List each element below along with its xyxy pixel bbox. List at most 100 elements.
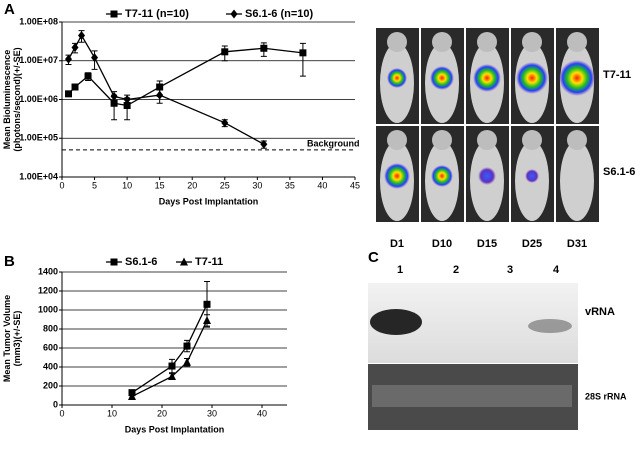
signal (430, 66, 454, 90)
marker (156, 90, 164, 100)
legend-label: S6.1-6 (n=10) (245, 8, 314, 20)
y-tick-label: 200 (43, 380, 58, 390)
mouse-head (387, 32, 407, 52)
y-axis-label-line: Mean Tumor Volume (2, 295, 12, 382)
y-tick-label: 1000 (38, 304, 58, 314)
legend-marker (230, 9, 238, 19)
y-tick-label: 1.00E+05 (19, 133, 58, 143)
marker (260, 139, 268, 149)
x-tick-label: 30 (207, 408, 217, 418)
y-tick-label: 400 (43, 361, 58, 371)
marker (221, 48, 229, 56)
x-tick-label: 20 (157, 408, 167, 418)
marker (203, 315, 211, 324)
mouse-head (432, 130, 452, 150)
marker (84, 72, 92, 80)
y-tick-label: 1200 (38, 285, 58, 295)
x-tick-label: 30 (252, 180, 262, 190)
y-tick-label: 1.00E+07 (19, 55, 58, 65)
series-line (67, 34, 265, 145)
day-label: D31 (567, 238, 587, 250)
x-tick-label: 40 (257, 408, 267, 418)
y-tick-label: 1.00E+08 (19, 16, 58, 26)
legend-marker (110, 10, 118, 18)
marker (299, 49, 307, 57)
marker (128, 391, 136, 400)
x-axis-label: Days Post Implantation (125, 424, 225, 434)
day-label: D10 (432, 238, 452, 250)
x-tick-label: 35 (285, 180, 295, 190)
signal (478, 167, 496, 185)
legend-marker (180, 257, 188, 266)
gel-image (368, 283, 578, 430)
imaging-panel (374, 26, 600, 226)
marker (260, 44, 268, 52)
band-label: 28S rRNA (585, 391, 627, 401)
marker (65, 90, 73, 98)
signal (516, 62, 548, 94)
day-label: D25 (522, 238, 542, 250)
x-tick-label: 10 (107, 408, 117, 418)
lane-label: 2 (453, 264, 459, 276)
y-axis-label: Mean Tumor Volume(mm3)(+/-SE) (2, 295, 22, 382)
marker (168, 372, 176, 380)
legend-label: S6.1-6 (125, 256, 157, 268)
marker (110, 91, 118, 101)
x-tick-label: 45 (350, 180, 360, 190)
mouse-head (522, 32, 542, 52)
signal (473, 64, 501, 92)
x-tick-label: 40 (317, 180, 327, 190)
y-axis-label-line: (mm3)(+/-SE) (12, 311, 22, 367)
marker (183, 342, 191, 350)
series-line (131, 304, 208, 394)
signal (525, 169, 539, 183)
y-axis-label-line: Mean Bioluminescence (2, 50, 12, 150)
gel-band (370, 309, 422, 335)
x-tick-label: 25 (220, 180, 230, 190)
marker (183, 357, 191, 366)
lane-label: 4 (553, 264, 560, 276)
day-label: D1 (390, 238, 404, 250)
y-tick-label: 1.00E+04 (19, 171, 58, 181)
gel-band (372, 385, 572, 407)
y-tick-label: 1400 (38, 266, 58, 276)
x-tick-label: 20 (187, 180, 197, 190)
mouse-head (567, 32, 587, 52)
y-tick-label: 0 (53, 399, 58, 409)
series-line (131, 320, 208, 398)
x-tick-label: 0 (59, 408, 64, 418)
signal (387, 68, 407, 88)
signal (431, 165, 453, 187)
mouse-head (522, 130, 542, 150)
row-label: T7-11 (603, 69, 631, 81)
panel-label: A (4, 1, 15, 18)
marker (78, 30, 86, 40)
band-label: vRNA (585, 306, 615, 318)
y-tick-label: 1.00E+06 (19, 94, 58, 104)
marker (71, 42, 79, 52)
y-tick-label: 800 (43, 323, 58, 333)
marker (156, 83, 164, 91)
marker (65, 54, 73, 64)
mouse-head (477, 130, 497, 150)
y-axis-label-line: (photons/second)(+/-SE) (12, 47, 22, 151)
mouse-body (560, 141, 594, 221)
marker (203, 300, 211, 308)
marker (123, 95, 131, 104)
x-tick-label: 0 (59, 180, 64, 190)
signal (384, 163, 410, 189)
x-tick-label: 15 (155, 180, 165, 190)
marker (71, 83, 79, 91)
mouse-head (387, 130, 407, 150)
signal (559, 60, 595, 96)
x-tick-label: 5 (92, 180, 97, 190)
x-axis-label: Days Post Implantation (159, 196, 259, 206)
gel-band (528, 319, 572, 333)
lane-label: 3 (507, 264, 513, 276)
lane-label: 1 (397, 264, 403, 276)
y-tick-label: 600 (43, 342, 58, 352)
day-label: D15 (477, 238, 497, 250)
error-bar (299, 42, 306, 77)
row-label: S6.1-6 (603, 166, 635, 178)
